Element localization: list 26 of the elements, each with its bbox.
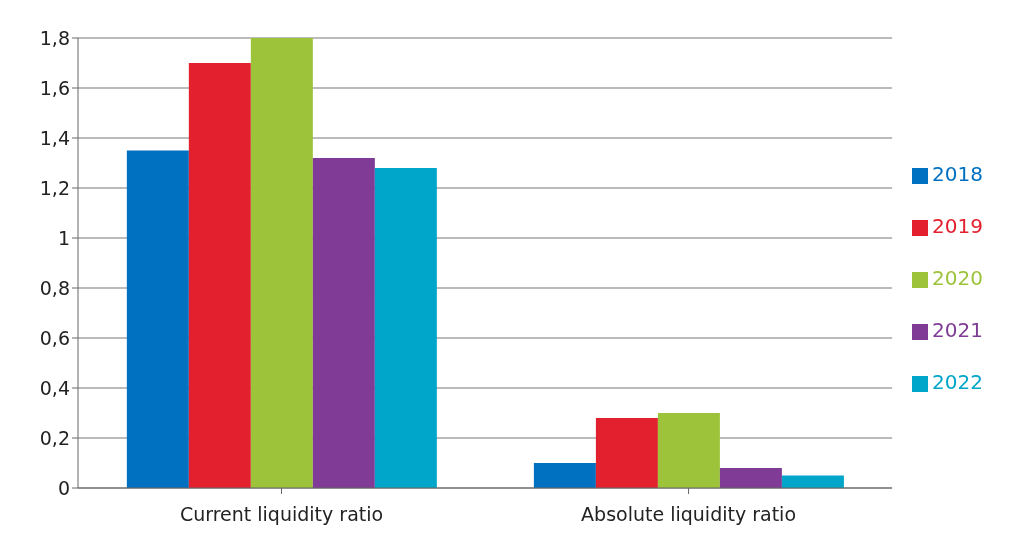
y-tick-label: 0,6 bbox=[39, 326, 70, 349]
legend-label: 2020 bbox=[932, 266, 983, 290]
bar bbox=[374, 168, 437, 488]
bar bbox=[657, 413, 720, 488]
y-tick-label: 0,8 bbox=[39, 276, 70, 299]
bar bbox=[250, 38, 313, 488]
bar bbox=[595, 418, 658, 488]
y-tick-label: 0 bbox=[57, 476, 70, 499]
x-tick-label: Current liquidity ratio bbox=[179, 503, 384, 526]
y-tick-label: 1,8 bbox=[39, 26, 70, 49]
y-tick-label: 0,2 bbox=[39, 426, 70, 449]
y-tick-label: 1,6 bbox=[39, 76, 70, 99]
y-tick-label: 0,4 bbox=[39, 376, 70, 399]
bar bbox=[312, 158, 375, 488]
bar bbox=[188, 63, 251, 488]
y-tick-label: 1,4 bbox=[39, 126, 70, 149]
legend-label: 2022 bbox=[932, 370, 983, 394]
legend-label: 2021 bbox=[932, 318, 983, 342]
legend-label: 2019 bbox=[932, 214, 983, 238]
legend-label: 2018 bbox=[932, 162, 983, 186]
y-tick-label: 1 bbox=[57, 226, 70, 249]
bar bbox=[533, 463, 596, 488]
bar bbox=[719, 468, 782, 488]
x-tick-label: Absolute liquidity ratio bbox=[581, 503, 797, 526]
y-tick-label: 1,2 bbox=[39, 176, 70, 199]
bar bbox=[126, 150, 189, 488]
